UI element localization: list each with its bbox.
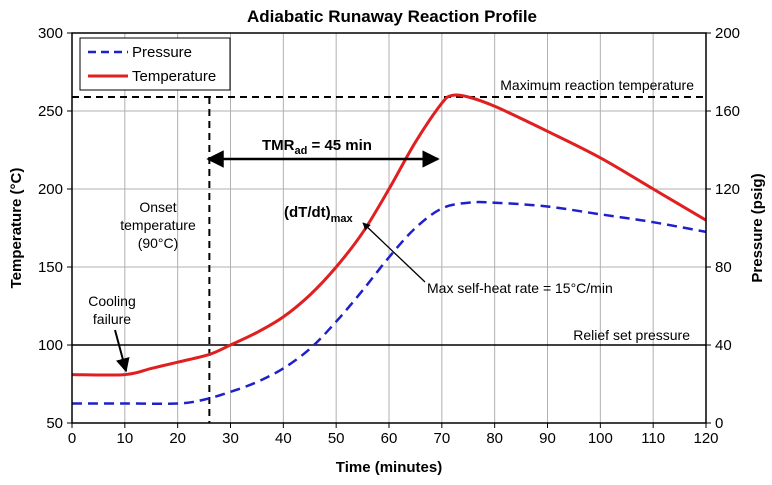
y2-tick-label-5: 200 [715,25,740,42]
series-group [71,93,707,406]
onset-label-line3: (90°C) [138,235,179,251]
x-tick-label-6: 60 [381,430,398,447]
y-tick-label-0: 50 [46,415,63,432]
y2-axis-title: Pressure (psig) [749,173,766,282]
x-tick-label-1: 10 [116,430,133,447]
x-axis-ticks: 0 10 20 30 40 50 60 70 80 90 100 110 120 [68,423,719,447]
tmr-label: TMRad = 45 min [262,137,372,157]
legend-box [79,37,231,91]
y-tick-label-4: 250 [38,103,63,120]
y-tick-label-3: 200 [38,181,63,198]
y-tick-label-2: 150 [38,259,63,276]
max-temp-label: Maximum reaction temperature [500,77,694,93]
legend-label-temperature: Temperature [132,68,216,85]
y-axis-title: Temperature (°C) [8,168,25,289]
x-axis-title: Time (minutes) [336,459,442,476]
x-tick-label-0: 0 [68,430,76,447]
series-line-temperature [71,93,707,377]
y2-tick-label-0: 0 [715,415,723,432]
x-tick-label-7: 70 [433,430,450,447]
dtdt-main: (dT/dt) [284,204,331,221]
legend-label-pressure: Pressure [132,44,192,61]
x-tick-label-9: 90 [539,430,556,447]
x-tick-label-12: 120 [693,430,718,447]
onset-label-line2: temperature [120,217,196,233]
selfheat-label: Max self-heat rate = 15°C/min [427,280,613,296]
x-tick-label-5: 50 [328,430,345,447]
chart-title: Adiabatic Runaway Reaction Profile [247,7,537,26]
selfheat-pointer [362,222,426,283]
cooling-label-line1: Cooling [88,293,135,309]
tmr-value: = 45 min [307,137,372,154]
tmr-main: TMR [262,137,295,154]
relief-label: Relief set pressure [573,327,690,343]
x-tick-label-10: 100 [588,430,613,447]
series-line-pressure [72,200,707,406]
y2-tick-label-1: 40 [715,337,732,354]
cooling-label-line2: failure [93,311,131,327]
x-tick-label-2: 20 [169,430,186,447]
y2-axis-ticks: 0 40 80 120 160 200 [706,25,740,432]
y-axis-ticks: 50 100 150 200 250 300 [38,25,72,432]
y2-tick-label-4: 160 [715,103,740,120]
y-tick-label-5: 300 [38,25,63,42]
x-tick-label-8: 80 [486,430,503,447]
y2-tick-label-2: 80 [715,259,732,276]
y-tick-label-1: 100 [38,337,63,354]
x-tick-label-11: 110 [641,430,665,447]
dtdt-sub: max [331,213,354,225]
y2-tick-label-3: 120 [715,181,740,198]
legend: Pressure Temperature [79,37,231,91]
x-tick-label-4: 40 [275,430,292,447]
cooling-arrow [114,329,130,373]
onset-label-line1: Onset [139,199,176,215]
tmr-sub: ad [295,145,308,157]
x-tick-label-3: 30 [222,430,239,447]
dtdt-label: (dT/dt)max [284,204,354,225]
